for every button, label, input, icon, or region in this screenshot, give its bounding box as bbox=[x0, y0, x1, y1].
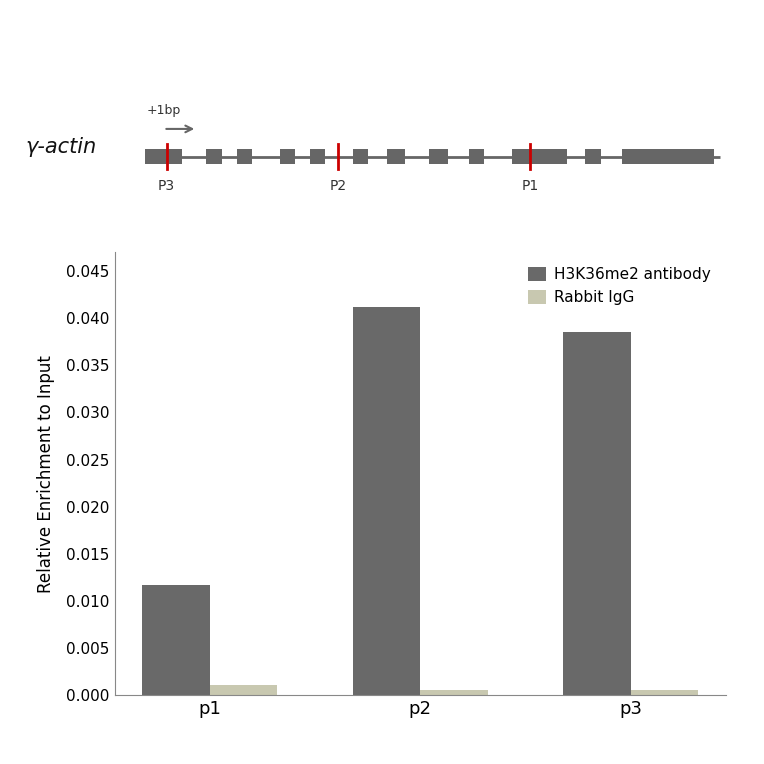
Bar bbox=[145, 150, 182, 164]
Bar bbox=[563, 332, 630, 695]
Bar bbox=[353, 307, 420, 695]
Bar bbox=[512, 150, 567, 164]
Text: P1: P1 bbox=[522, 179, 539, 193]
Bar bbox=[469, 150, 484, 164]
Text: P2: P2 bbox=[329, 179, 346, 193]
Bar bbox=[353, 150, 368, 164]
Bar bbox=[210, 685, 277, 695]
Y-axis label: Relative Enrichment to Input: Relative Enrichment to Input bbox=[37, 354, 55, 593]
Bar bbox=[310, 150, 325, 164]
Bar bbox=[280, 150, 295, 164]
Bar bbox=[429, 150, 448, 164]
Text: γ-actin: γ-actin bbox=[25, 137, 96, 157]
Bar bbox=[206, 150, 222, 164]
Text: +1bp: +1bp bbox=[147, 105, 180, 118]
Bar bbox=[622, 150, 714, 164]
Bar bbox=[630, 690, 698, 695]
Bar bbox=[142, 585, 210, 695]
Bar bbox=[237, 150, 252, 164]
Bar bbox=[585, 150, 601, 164]
Legend: H3K36me2 antibody, Rabbit IgG: H3K36me2 antibody, Rabbit IgG bbox=[520, 260, 718, 312]
Bar bbox=[420, 690, 487, 695]
Bar bbox=[387, 150, 405, 164]
Text: P3: P3 bbox=[158, 179, 175, 193]
